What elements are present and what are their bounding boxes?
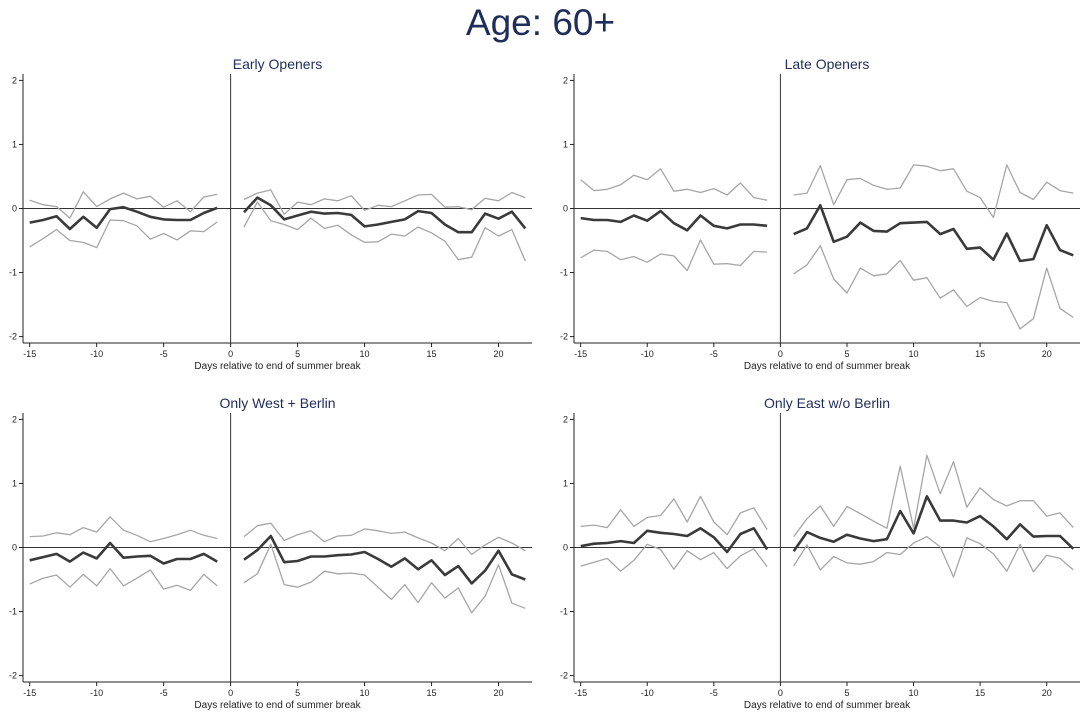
x-tick-label: -10 bbox=[90, 349, 103, 359]
panel-title: Late Openers bbox=[785, 56, 870, 72]
x-tick-label: 10 bbox=[909, 349, 919, 359]
series-lower-pre bbox=[580, 239, 768, 272]
series-upper-pre bbox=[29, 516, 218, 543]
x-axis-label: Days relative to end of summer break bbox=[744, 361, 911, 372]
x-tick-label: 10 bbox=[360, 349, 370, 359]
y-tick-label: 0 bbox=[12, 543, 17, 553]
series-estimate-pre bbox=[29, 541, 218, 565]
x-tick-label: 15 bbox=[427, 688, 437, 698]
x-tick-label: -15 bbox=[23, 688, 36, 698]
series-estimate-pre bbox=[29, 205, 218, 231]
y-tick-label: 2 bbox=[563, 414, 568, 424]
x-tick-label: 5 bbox=[844, 688, 849, 698]
x-tick-label: 5 bbox=[844, 349, 849, 359]
series-estimate-pre bbox=[580, 526, 769, 554]
y-tick-label: -1 bbox=[9, 268, 17, 278]
x-tick-label: -15 bbox=[574, 349, 587, 359]
series-lower-post bbox=[793, 244, 1074, 330]
x-tick-label: -5 bbox=[160, 349, 168, 359]
x-axis-label: Days relative to end of summer break bbox=[194, 700, 361, 711]
series-estimate-post bbox=[243, 534, 526, 585]
series-upper-pre bbox=[580, 495, 768, 536]
x-tick-label: 10 bbox=[909, 688, 919, 698]
series-upper-pre bbox=[580, 168, 768, 201]
x-tick-label: 20 bbox=[1042, 688, 1052, 698]
series-estimate-post bbox=[792, 494, 1075, 553]
y-tick-label: -2 bbox=[560, 671, 568, 681]
x-tick-label: -15 bbox=[23, 349, 36, 359]
y-tick-label: 0 bbox=[563, 543, 568, 553]
x-tick-label: 15 bbox=[427, 349, 437, 359]
y-tick-label: 1 bbox=[12, 139, 17, 149]
x-tick-label: 10 bbox=[360, 688, 370, 698]
y-tick-label: -2 bbox=[560, 332, 568, 342]
series-estimate-post bbox=[243, 196, 527, 234]
x-tick-label: -10 bbox=[90, 688, 103, 698]
series-upper-post bbox=[793, 454, 1074, 537]
y-tick-label: -2 bbox=[9, 671, 17, 681]
panel-title: Only East w/o Berlin bbox=[764, 395, 890, 411]
y-tick-label: 2 bbox=[563, 75, 568, 85]
panel-title: Only West + Berlin bbox=[219, 395, 335, 411]
x-tick-label: -10 bbox=[641, 349, 654, 359]
x-tick-label: 0 bbox=[228, 688, 233, 698]
x-axis-label: Days relative to end of summer break bbox=[744, 700, 911, 711]
x-tick-label: 0 bbox=[228, 349, 233, 359]
series-upper-post bbox=[243, 522, 526, 556]
panel-title: Early Openers bbox=[233, 56, 322, 72]
y-tick-label: 1 bbox=[563, 478, 568, 488]
series-lower-pre bbox=[29, 567, 218, 592]
x-tick-label: 5 bbox=[295, 688, 300, 698]
x-tick-label: 20 bbox=[494, 688, 504, 698]
x-tick-label: 0 bbox=[778, 688, 783, 698]
y-tick-label: 0 bbox=[563, 204, 568, 214]
y-tick-label: -2 bbox=[9, 332, 17, 342]
x-tick-label: -5 bbox=[710, 349, 718, 359]
x-tick-label: 5 bbox=[295, 349, 300, 359]
x-tick-label: 15 bbox=[975, 349, 985, 359]
series-lower-post bbox=[243, 201, 526, 262]
page-title: Age: 60+ bbox=[465, 2, 616, 43]
series-estimate-post bbox=[793, 204, 1074, 263]
series-lower-pre bbox=[29, 219, 218, 249]
y-tick-label: -1 bbox=[560, 607, 568, 617]
x-tick-label: -5 bbox=[710, 688, 718, 698]
x-tick-label: 15 bbox=[975, 688, 985, 698]
series-upper-post bbox=[243, 189, 526, 215]
y-tick-label: 1 bbox=[12, 478, 17, 488]
series-lower-pre bbox=[580, 543, 768, 572]
x-tick-label: -15 bbox=[574, 688, 587, 698]
y-tick-label: -1 bbox=[9, 607, 17, 617]
x-tick-label: -5 bbox=[160, 688, 168, 698]
x-tick-label: 20 bbox=[494, 349, 504, 359]
series-lower-post bbox=[243, 543, 526, 614]
y-tick-label: -1 bbox=[560, 268, 568, 278]
y-tick-label: 2 bbox=[12, 75, 17, 85]
y-tick-label: 1 bbox=[563, 139, 568, 149]
y-tick-label: 2 bbox=[12, 414, 17, 424]
x-tick-label: 0 bbox=[778, 349, 783, 359]
x-tick-label: 20 bbox=[1042, 349, 1052, 359]
y-tick-label: 0 bbox=[12, 204, 17, 214]
x-axis-label: Days relative to end of summer break bbox=[194, 361, 361, 372]
series-upper-post bbox=[793, 164, 1074, 219]
x-tick-label: -10 bbox=[641, 688, 654, 698]
series-estimate-pre bbox=[580, 209, 768, 232]
series-upper-pre bbox=[29, 191, 218, 219]
series-lower-post bbox=[793, 535, 1074, 578]
